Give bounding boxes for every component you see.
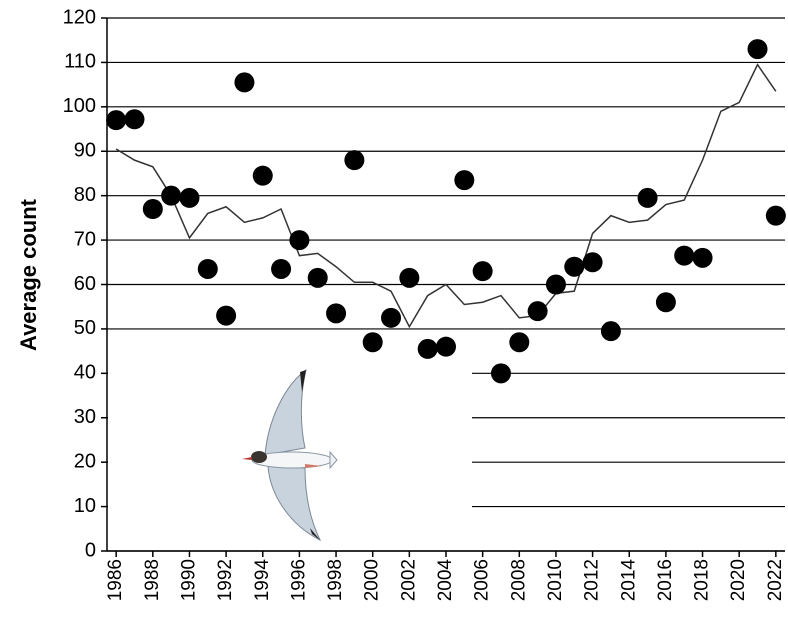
- data-point: [637, 187, 658, 208]
- y-tick-label: 80: [74, 184, 96, 206]
- data-point: [399, 267, 420, 288]
- data-point: [216, 305, 237, 326]
- data-point: [600, 321, 621, 342]
- y-tick-label: 90: [74, 140, 96, 162]
- data-point: [674, 245, 695, 266]
- x-tick-label: 1992: [215, 559, 236, 601]
- data-point: [344, 150, 365, 171]
- data-point: [381, 307, 402, 328]
- data-point: [326, 303, 347, 324]
- x-tick-label: 1996: [288, 559, 309, 601]
- y-tick-label: 120: [63, 6, 96, 28]
- y-tick-label: 50: [74, 317, 96, 339]
- y-tick-label: 10: [74, 495, 96, 517]
- y-tick-label: 110: [64, 51, 96, 73]
- data-point: [106, 110, 127, 131]
- data-point: [692, 247, 713, 268]
- x-tick-label: 2022: [765, 559, 786, 601]
- y-tick-label: 70: [74, 228, 96, 250]
- y-tick-label: 30: [74, 406, 96, 428]
- data-point: [234, 72, 255, 93]
- data-point: [362, 332, 383, 353]
- data-point: [436, 336, 456, 357]
- data-point: [197, 258, 218, 279]
- x-tick-label: 2018: [692, 559, 713, 601]
- x-tick-label: 2008: [508, 559, 529, 601]
- data-point: [472, 261, 493, 282]
- data-point: [271, 258, 292, 279]
- data-point: [582, 252, 603, 273]
- data-point: [655, 292, 676, 313]
- data-point: [545, 274, 566, 295]
- y-tick-label: 20: [74, 450, 96, 472]
- data-point: [564, 256, 585, 277]
- x-tick-label: 2000: [362, 559, 383, 601]
- data-point: [307, 267, 328, 288]
- x-tick-label: 1986: [105, 559, 126, 601]
- data-point: [490, 363, 511, 384]
- y-tick-label: 0: [85, 539, 96, 561]
- data-point: [509, 332, 530, 353]
- data-point: [161, 185, 182, 206]
- data-point: [252, 165, 273, 186]
- x-tick-label: 1994: [252, 559, 273, 602]
- data-point: [142, 198, 163, 219]
- y-tick-label: 100: [63, 95, 96, 117]
- data-point: [527, 301, 548, 322]
- data-point: [454, 170, 475, 191]
- x-tick-label: 2020: [728, 559, 749, 601]
- y-tick-label: 60: [74, 273, 96, 295]
- x-tick-label: 2004: [435, 559, 456, 602]
- data-point: [417, 338, 438, 359]
- x-tick-label: 2016: [655, 559, 676, 601]
- x-tick-label: 2006: [472, 559, 493, 601]
- data-point: [179, 187, 200, 208]
- x-tick-label: 2002: [398, 559, 419, 601]
- x-tick-label: 2010: [545, 559, 566, 601]
- y-tick-label: 40: [74, 362, 96, 384]
- y-axis-label: Average count: [16, 198, 41, 351]
- x-tick-label: 1998: [325, 559, 346, 601]
- plot-area: [106, 39, 786, 384]
- x-tick-label: 2014: [618, 559, 639, 602]
- trend-line: [115, 63, 777, 329]
- data-point: [124, 109, 145, 130]
- data-point: [765, 205, 786, 226]
- x-tick-label: 1990: [178, 559, 199, 601]
- data-point: [747, 39, 768, 60]
- data-point: [289, 230, 310, 251]
- x-tick-label: 1988: [142, 559, 163, 601]
- gull-illustration: [242, 368, 338, 542]
- x-tick-label: 2012: [582, 559, 603, 601]
